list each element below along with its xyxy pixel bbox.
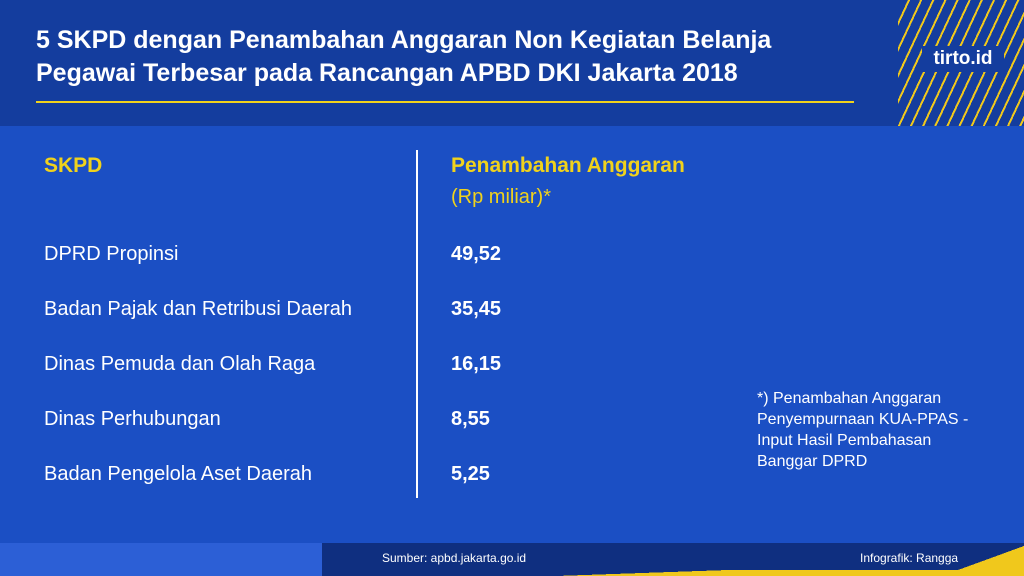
column-header-anggaran: Penambahan Anggaran [451,154,685,177]
table-row-value: 8,55 [451,408,490,430]
title-line-1: 5 SKPD dengan Penambahan Anggaran Non Ke… [36,26,772,54]
header-banner [0,0,1024,126]
table-row-value: 16,15 [451,353,502,375]
table-row-label: Badan Pajak dan Retribusi Daerah [44,298,352,320]
footnote-line: Penyempurnaan KUA-PPAS - [757,411,969,428]
table-row-label: Dinas Perhubungan [44,408,221,430]
footer-accent-stripe [322,570,962,576]
footer-accent-corner [956,543,1024,576]
table-row-label: Badan Pengelola Aset Daerah [44,463,312,485]
footnote: *) Penambahan Anggaran Penyempurnaan KUA… [757,388,1007,472]
title-line-2: Pegawai Terbesar pada Rancangan APBD DKI… [36,59,738,87]
column-header-skpd: SKPD [44,154,103,177]
tirto-logo: tirto.id [922,46,1004,72]
table-row-value: 5,25 [451,463,490,485]
table-row-label: DPRD Propinsi [44,243,179,265]
footnote-line: Input Hasil Pembahasan [757,432,932,449]
column-divider [416,150,418,498]
footnote-line: Banggar DPRD [757,453,868,470]
table-row-value: 35,45 [451,298,502,320]
column-header-unit: (Rp miliar)* [451,186,551,208]
footer-left-band [0,543,322,576]
credit-text: Infografik: Rangga [860,551,959,565]
source-text: Sumber: apbd.jakarta.go.id [382,551,527,565]
footnote-line: *) Penambahan Anggaran [757,390,942,407]
page-title: 5 SKPD dengan Penambahan Anggaran Non Ke… [36,24,866,90]
table-row-value: 49,52 [451,243,502,265]
title-underline [36,101,854,103]
table-row-label: Dinas Pemuda dan Olah Raga [44,353,316,375]
